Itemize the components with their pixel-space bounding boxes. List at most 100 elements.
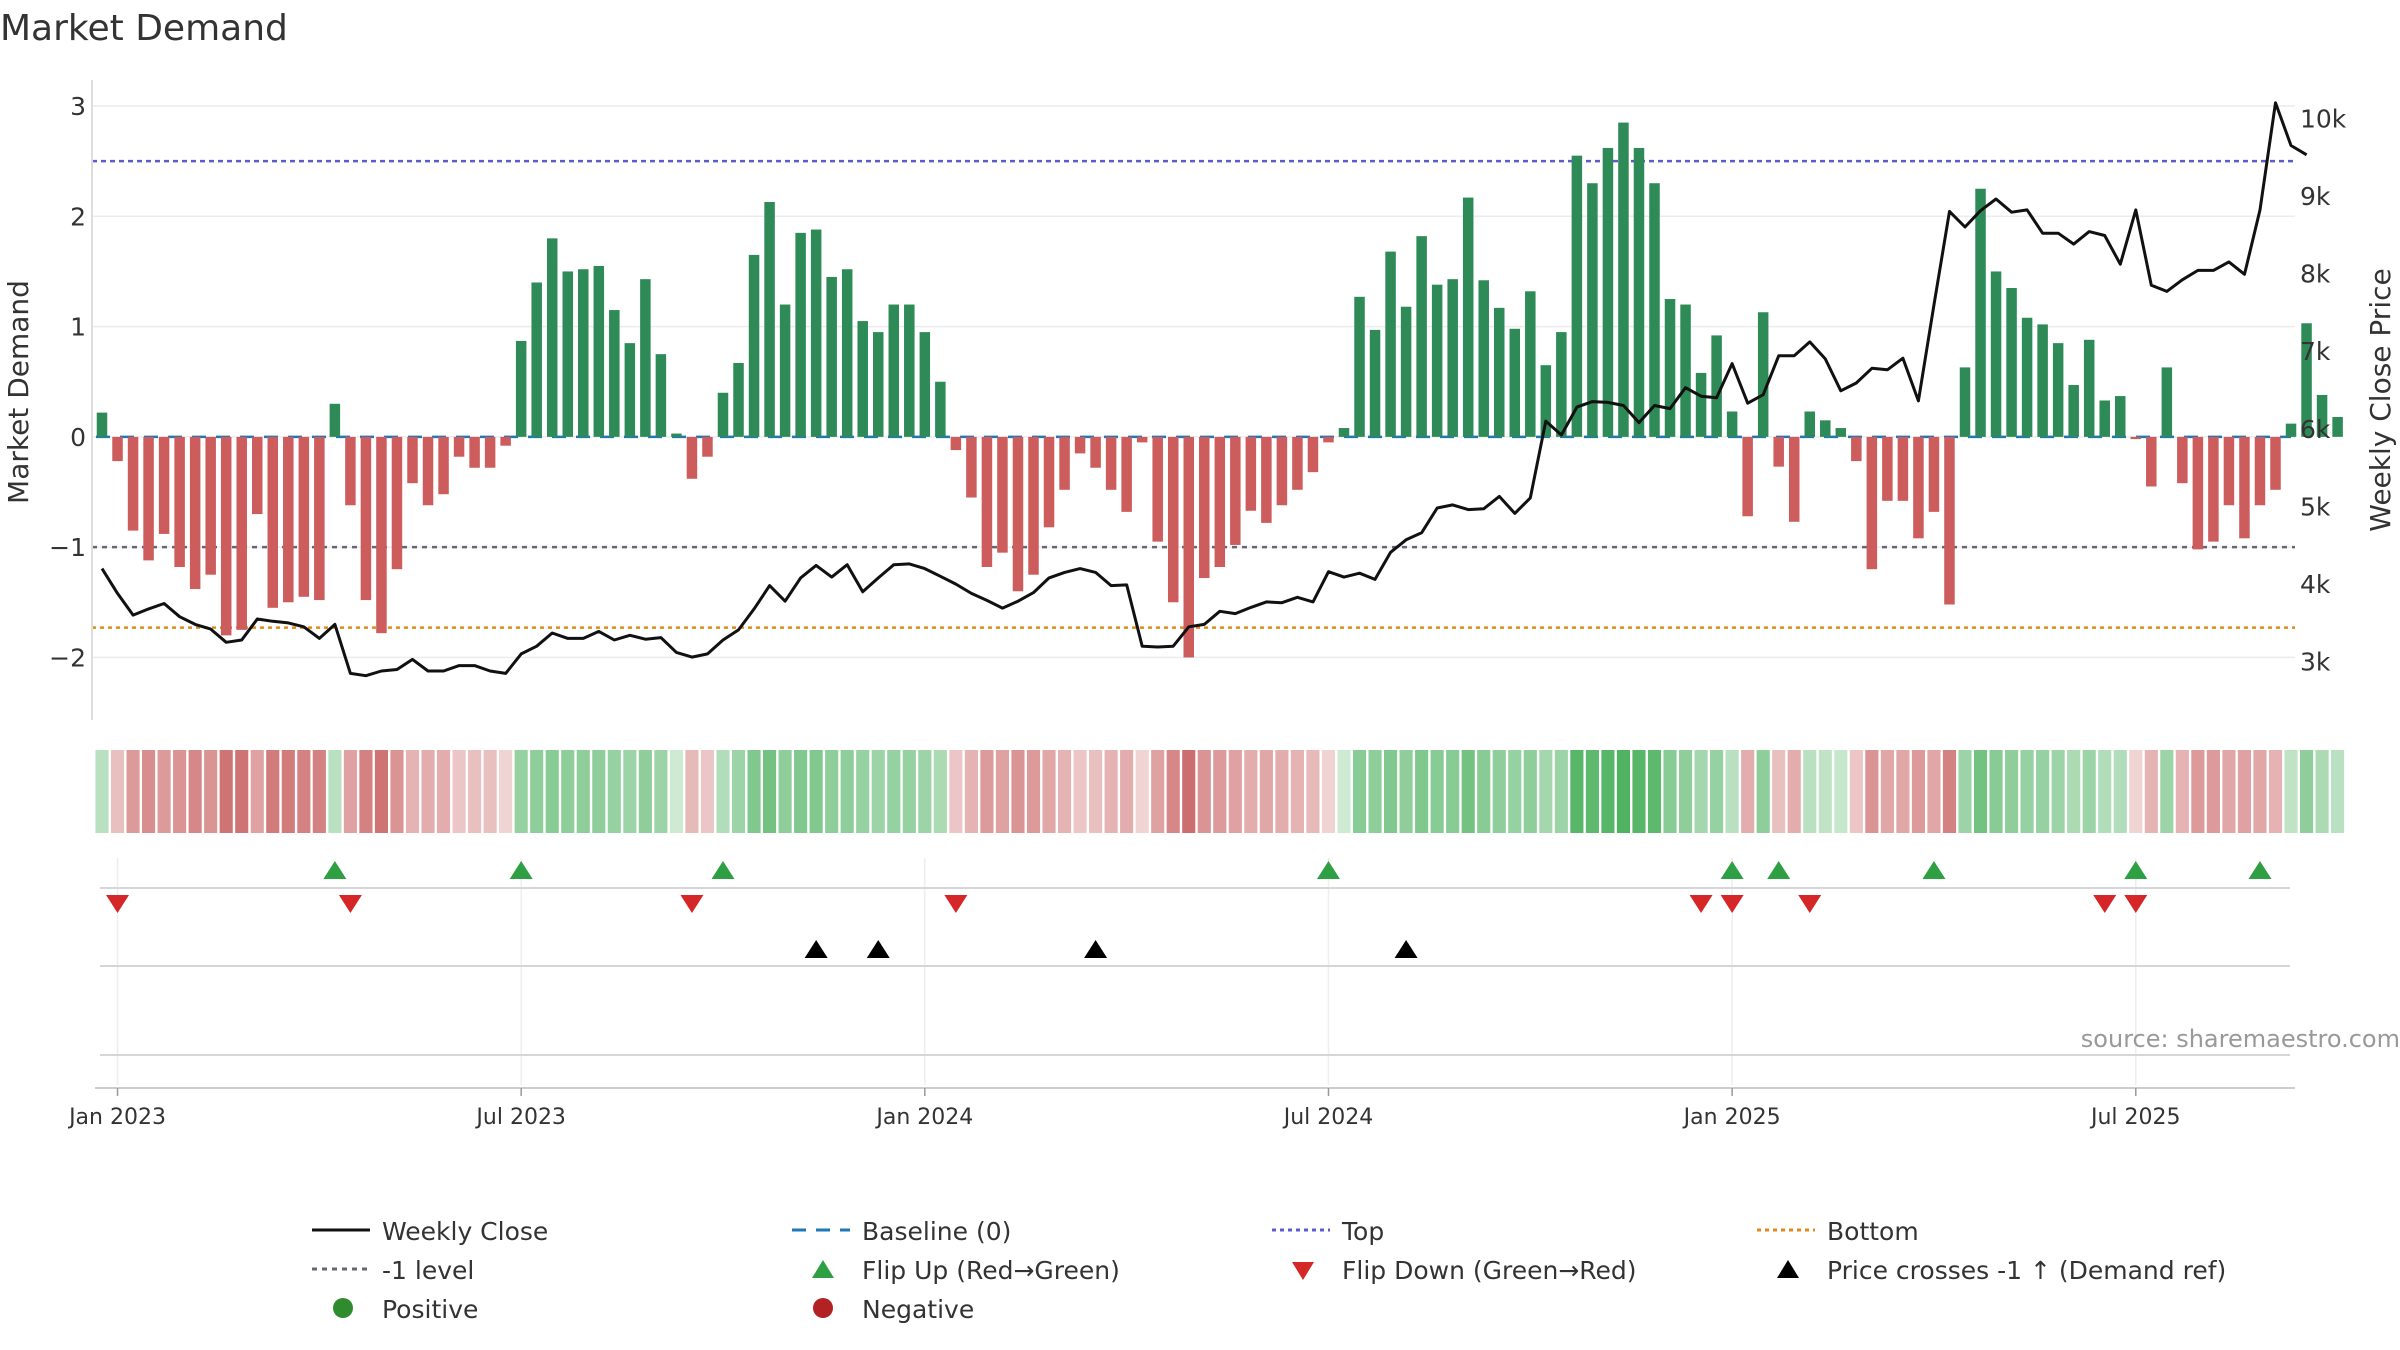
heat-cell: [747, 750, 761, 833]
demand-bar: [1602, 147, 1614, 437]
flip-up-marker: [1922, 861, 1946, 879]
heat-cell: [1632, 750, 1646, 833]
heat-cell: [1710, 750, 1724, 833]
heat-cell: [1570, 750, 1584, 833]
demand-bar: [1571, 155, 1583, 437]
heat-cell: [1989, 750, 2003, 833]
demand-bar: [578, 269, 589, 437]
triangle-up-icon: [1777, 1260, 1799, 1278]
heat-cell: [2331, 750, 2345, 833]
heat-cell: [1244, 750, 1258, 833]
heat-cell: [887, 750, 901, 833]
demand-bar: [515, 340, 527, 437]
heat-cell: [1973, 750, 1988, 833]
dotted-line-swatch-icon: [1272, 1228, 1330, 1232]
heat-cell: [2144, 750, 2158, 833]
cross-marker: [866, 940, 890, 958]
demand-bar: [96, 412, 108, 437]
demand-bar: [407, 436, 418, 484]
heat-cell: [2051, 750, 2065, 833]
demand-bar: [1261, 436, 1272, 523]
x-tick-label: Jan 2025: [1682, 1105, 1781, 1130]
heat-cell: [825, 750, 839, 833]
demand-bar: [1913, 436, 1924, 539]
demand-bar: [1540, 365, 1552, 437]
y-tick-label: 3: [70, 92, 86, 121]
cross-marker: [1394, 940, 1418, 958]
flip-up-marker: [509, 861, 533, 879]
heat-cell: [1601, 750, 1615, 833]
heat-cell: [1135, 750, 1149, 833]
dotted-line-swatch-icon: [312, 1267, 370, 1271]
y-tick-label: 1: [70, 313, 86, 342]
heat-cell: [1741, 750, 1755, 833]
heat-cell: [1818, 750, 1832, 833]
demand-bar: [1074, 436, 1086, 454]
demand-bar: [1447, 279, 1458, 437]
line-swatch-icon: [312, 1228, 370, 1232]
heat-cell: [1290, 750, 1304, 833]
demand-bar: [127, 436, 139, 531]
heat-cell: [840, 750, 854, 833]
heat-cell: [607, 750, 621, 833]
heat-cell: [576, 750, 590, 833]
x-axis-ticks: Jan 2023 Jul 2023 Jan 2024 Jul 2024 Jan 2025…: [67, 1088, 2181, 1130]
heat-cell: [452, 750, 466, 833]
y2-tick-label: 7k: [2300, 337, 2331, 366]
demand-bar: [1323, 436, 1334, 443]
axes: 3 2 1 0 −1 −2 10k 9k 8k 7k 6k 5k 4k 3k Market Demand We…: [2, 80, 2397, 720]
heat-cell: [1073, 750, 1087, 833]
demand-bar: [1214, 436, 1226, 567]
demand-bar: [2239, 436, 2250, 539]
legend-label: Weekly Close: [382, 1217, 549, 1246]
heat-cell: [2268, 750, 2283, 833]
demand-bar: [686, 436, 698, 479]
demand-bar: [1587, 183, 1598, 437]
demand-bar: [966, 436, 977, 498]
demand-bar: [1649, 183, 1660, 437]
demand-bar: [748, 254, 760, 437]
demand-bar: [655, 354, 667, 437]
heat-cell: [499, 750, 513, 833]
demand-bar: [1664, 299, 1676, 437]
flip-down-marker: [2093, 895, 2117, 913]
circle-icon: [813, 1298, 833, 1318]
source-note: source: sharemaestro.com: [2080, 1025, 2400, 1053]
legend-label: -1 level: [382, 1256, 475, 1285]
flip-down-marker: [680, 895, 704, 913]
demand-bar: [1680, 304, 1691, 437]
heat-cell: [1942, 750, 1957, 833]
heat-cell: [126, 750, 140, 833]
demand-bar: [1230, 436, 1241, 545]
heat-cell: [1337, 750, 1351, 833]
heat-cell: [2299, 750, 2314, 833]
heat-cell: [1725, 750, 1739, 833]
demand-bar: [1059, 436, 1070, 490]
heat-cell: [250, 750, 264, 833]
demand-bar: [2115, 396, 2126, 437]
heat-cell: [964, 750, 978, 833]
heat-cell: [514, 750, 528, 833]
demand-bar: [1788, 436, 1800, 522]
demand-bar: [1152, 436, 1163, 542]
y2-tick-label: 5k: [2300, 492, 2331, 521]
heat-cell: [2129, 750, 2143, 833]
demand-bar: [562, 271, 573, 437]
demand-bar: [484, 436, 496, 468]
demand-bar: [1959, 367, 1971, 437]
heat-cell: [142, 750, 156, 833]
legend-label: Baseline (0): [862, 1217, 1012, 1246]
legend-label: Flip Down (Green→Red): [1342, 1256, 1637, 1285]
heat-cell: [2284, 750, 2298, 833]
flip-down-marker: [1720, 895, 1744, 913]
heat-cell: [731, 750, 746, 833]
heat-cell: [1911, 750, 1925, 833]
demand-bar: [702, 436, 713, 457]
demand-bar: [298, 436, 310, 597]
demand-bar: [624, 343, 636, 437]
legend-label: Bottom: [1827, 1217, 1919, 1246]
demand-bar: [1726, 411, 1738, 437]
demand-bar: [2146, 436, 2157, 487]
demand-bar: [1199, 436, 1210, 579]
heat-cell: [2020, 750, 2034, 833]
